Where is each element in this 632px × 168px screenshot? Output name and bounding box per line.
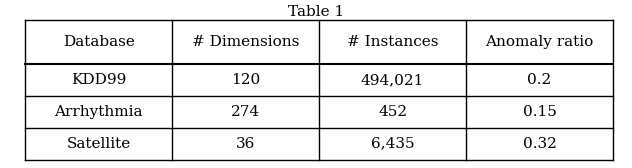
Text: Satellite: Satellite: [66, 137, 131, 151]
Text: 0.15: 0.15: [523, 105, 557, 119]
Text: Database: Database: [63, 35, 135, 49]
Text: # Instances: # Instances: [347, 35, 439, 49]
Text: 120: 120: [231, 73, 260, 87]
Text: 452: 452: [378, 105, 407, 119]
Text: Anomaly ratio: Anomaly ratio: [485, 35, 593, 49]
Text: 0.32: 0.32: [523, 137, 557, 151]
Text: 274: 274: [231, 105, 260, 119]
Text: 494,021: 494,021: [361, 73, 424, 87]
Text: 0.2: 0.2: [528, 73, 552, 87]
Text: Table 1: Table 1: [288, 5, 344, 19]
Text: KDD99: KDD99: [71, 73, 126, 87]
Text: 6,435: 6,435: [371, 137, 415, 151]
Text: Arrhythmia: Arrhythmia: [54, 105, 143, 119]
Text: # Dimensions: # Dimensions: [192, 35, 300, 49]
Text: 36: 36: [236, 137, 255, 151]
